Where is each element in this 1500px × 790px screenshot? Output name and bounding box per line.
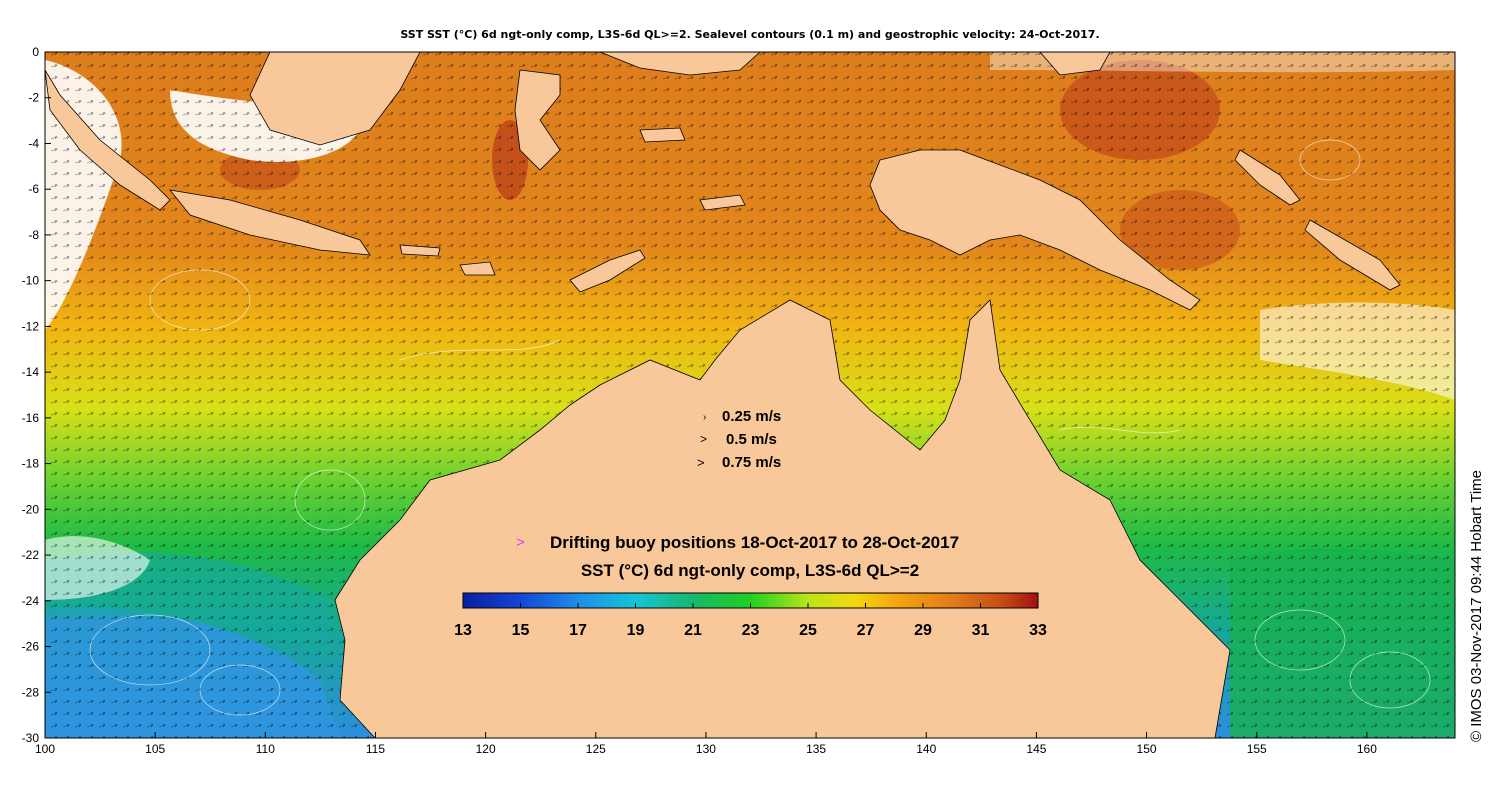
sst-field <box>45 52 1455 738</box>
land-australia <box>334 299 1231 738</box>
sealevel-contours <box>89 139 1431 716</box>
x-tick-label: 150 <box>1137 742 1157 756</box>
colorbar-tick-label: 25 <box>799 622 817 639</box>
buoy-legend: > Drifting buoy positions 18-Oct-2017 to… <box>516 533 959 552</box>
land-java <box>169 189 371 256</box>
x-tick-label: 125 <box>586 742 606 756</box>
imos-credit: © IMOS 03-Nov-2017 09:44 Hobart Time <box>1468 469 1485 742</box>
colorbar-tick-label: 33 <box>1029 622 1047 639</box>
colorbar-tick-label: 17 <box>569 622 587 639</box>
y-tick-label: -12 <box>22 319 40 333</box>
land-sumatra <box>45 69 171 211</box>
y-tick-label: -16 <box>22 411 40 425</box>
y-tick-label: -4 <box>28 136 39 150</box>
colorbar-tick-label: 29 <box>914 622 932 639</box>
buoy-marker-icon: > <box>516 534 525 551</box>
land-sulawesi <box>514 69 561 171</box>
map-title: SST SST (°C) 6d ngt-only comp, L3S-6d QL… <box>400 28 1100 41</box>
y-tick-label: -18 <box>22 457 40 471</box>
land-new-guinea <box>869 149 1201 311</box>
velocity-glyph-2: > <box>700 432 707 446</box>
x-tick-label: 130 <box>696 742 716 756</box>
colorbar: SST (°C) 6d ngt-only comp, L3S-6d QL>=2 … <box>454 561 1047 639</box>
x-tick-label: 135 <box>806 742 826 756</box>
velocity-label-3: 0.75 m/s <box>722 454 781 471</box>
x-tick-label: 100 <box>35 742 55 756</box>
colorbar-tick-label: 27 <box>857 622 875 639</box>
y-tick-label: -28 <box>22 685 40 699</box>
velocity-glyph-1: › <box>703 412 706 423</box>
colorbar-tick-label: 15 <box>512 622 530 639</box>
buoy-legend-label: Drifting buoy positions 18-Oct-2017 to 2… <box>550 533 959 552</box>
colorbar-tick-label: 31 <box>972 622 990 639</box>
velocity-glyph-3: > <box>697 455 705 470</box>
y-tick-label: -22 <box>22 548 40 562</box>
land-masses <box>45 52 1401 738</box>
colorbar-tick-label: 13 <box>454 622 472 639</box>
colorbar-ticks: 13 15 17 19 21 23 25 27 29 31 33 <box>454 603 1047 639</box>
colorbar-tick-label: 23 <box>742 622 760 639</box>
velocity-label-2: 0.5 m/s <box>726 431 777 448</box>
y-tick-label: -26 <box>22 640 40 654</box>
colorbar-title: SST (°C) 6d ngt-only comp, L3S-6d QL>=2 <box>581 561 919 580</box>
colorbar-tick-label: 19 <box>627 622 645 639</box>
y-tick-label: -14 <box>22 365 40 379</box>
x-tick-label: 120 <box>476 742 496 756</box>
x-tick-label: 115 <box>366 742 385 756</box>
y-tick-label: -6 <box>28 182 39 196</box>
x-tick-label: 155 <box>1247 742 1267 756</box>
colorbar-tick-label: 21 <box>684 622 702 639</box>
y-tick-label: -10 <box>22 274 40 288</box>
x-tick-label: 160 <box>1357 742 1377 756</box>
x-tick-label: 140 <box>916 742 936 756</box>
land-borneo <box>249 52 421 146</box>
y-tick-label: -30 <box>22 731 40 745</box>
land-timor <box>569 249 646 293</box>
x-tick-label: 145 <box>1026 742 1046 756</box>
y-tick-label: -2 <box>28 91 39 105</box>
velocity-legend: › 0.25 m/s > 0.5 m/s > 0.75 m/s <box>697 408 781 471</box>
y-axis: 0 -2 -4 -6 -8 -10 -12 -14 -16 -18 -20 -22 -24 -26 -28 -… <box>22 45 51 745</box>
plot-frame <box>44 51 1456 739</box>
x-tick-label: 105 <box>145 742 165 756</box>
x-axis: 100 105 110 115 120 125 130 135 140 145 150 155 160 <box>35 732 1377 756</box>
y-tick-label: -20 <box>22 502 40 516</box>
x-tick-label: 110 <box>256 742 275 756</box>
velocity-label-1: 0.25 m/s <box>722 408 781 425</box>
y-tick-label: 0 <box>32 45 39 59</box>
y-tick-label: -8 <box>28 228 39 242</box>
y-tick-label: -24 <box>22 594 40 608</box>
